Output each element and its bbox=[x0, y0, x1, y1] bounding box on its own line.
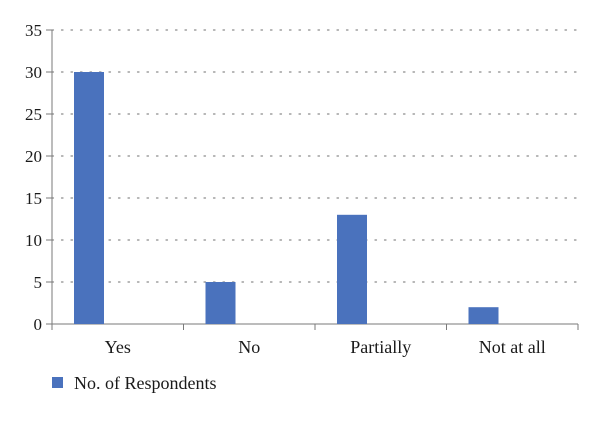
bar-no bbox=[205, 282, 236, 324]
x-category-label: Yes bbox=[105, 337, 131, 357]
bar-not-at-all bbox=[468, 307, 499, 324]
x-category-label: No bbox=[238, 337, 260, 357]
bar-partially bbox=[337, 214, 367, 324]
x-axis-category-labels: Yes No Partially Not at all bbox=[105, 337, 546, 357]
axes bbox=[46, 29, 579, 330]
y-axis-tick-labels: 0 5 10 15 20 25 30 35 bbox=[25, 21, 42, 334]
y-tick-label: 30 bbox=[25, 63, 42, 82]
legend-label: No. of Respondents bbox=[74, 373, 217, 393]
bar-yes bbox=[74, 72, 104, 324]
y-tick-label: 0 bbox=[34, 315, 43, 334]
y-tick-label: 25 bbox=[25, 105, 42, 124]
y-tick-label: 20 bbox=[25, 147, 42, 166]
bars bbox=[74, 72, 499, 324]
x-category-label: Not at all bbox=[479, 337, 546, 357]
legend: No. of Respondents bbox=[52, 373, 217, 393]
y-tick-label: 5 bbox=[34, 273, 43, 292]
gridlines bbox=[51, 29, 579, 283]
legend-swatch bbox=[52, 377, 63, 388]
y-tick-label: 10 bbox=[25, 231, 42, 250]
y-tick-label: 15 bbox=[25, 189, 42, 208]
y-tick-label: 35 bbox=[25, 21, 42, 40]
x-category-label: Partially bbox=[350, 337, 411, 357]
